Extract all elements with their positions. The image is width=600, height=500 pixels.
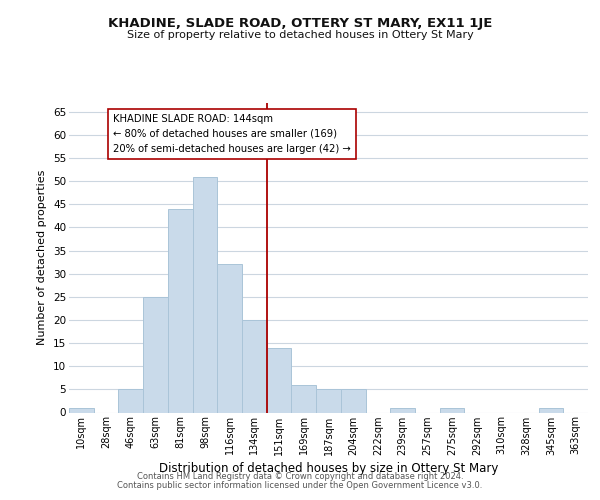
Bar bbox=[316, 390, 341, 412]
Bar bbox=[193, 176, 217, 412]
Bar bbox=[143, 297, 168, 412]
Text: KHADINE SLADE ROAD: 144sqm
← 80% of detached houses are smaller (169)
20% of sem: KHADINE SLADE ROAD: 144sqm ← 80% of deta… bbox=[113, 114, 351, 154]
Bar bbox=[118, 390, 143, 412]
Text: Size of property relative to detached houses in Ottery St Mary: Size of property relative to detached ho… bbox=[127, 30, 473, 40]
Bar bbox=[341, 390, 365, 412]
Bar bbox=[242, 320, 267, 412]
Bar bbox=[69, 408, 94, 412]
Bar bbox=[539, 408, 563, 412]
Bar bbox=[267, 348, 292, 412]
Bar bbox=[217, 264, 242, 412]
Y-axis label: Number of detached properties: Number of detached properties bbox=[37, 170, 47, 345]
Text: Contains public sector information licensed under the Open Government Licence v3: Contains public sector information licen… bbox=[118, 481, 482, 490]
Text: Contains HM Land Registry data © Crown copyright and database right 2024.: Contains HM Land Registry data © Crown c… bbox=[137, 472, 463, 481]
Bar bbox=[292, 384, 316, 412]
Text: KHADINE, SLADE ROAD, OTTERY ST MARY, EX11 1JE: KHADINE, SLADE ROAD, OTTERY ST MARY, EX1… bbox=[108, 18, 492, 30]
Bar bbox=[440, 408, 464, 412]
X-axis label: Distribution of detached houses by size in Ottery St Mary: Distribution of detached houses by size … bbox=[159, 462, 498, 474]
Bar bbox=[168, 209, 193, 412]
Bar bbox=[390, 408, 415, 412]
